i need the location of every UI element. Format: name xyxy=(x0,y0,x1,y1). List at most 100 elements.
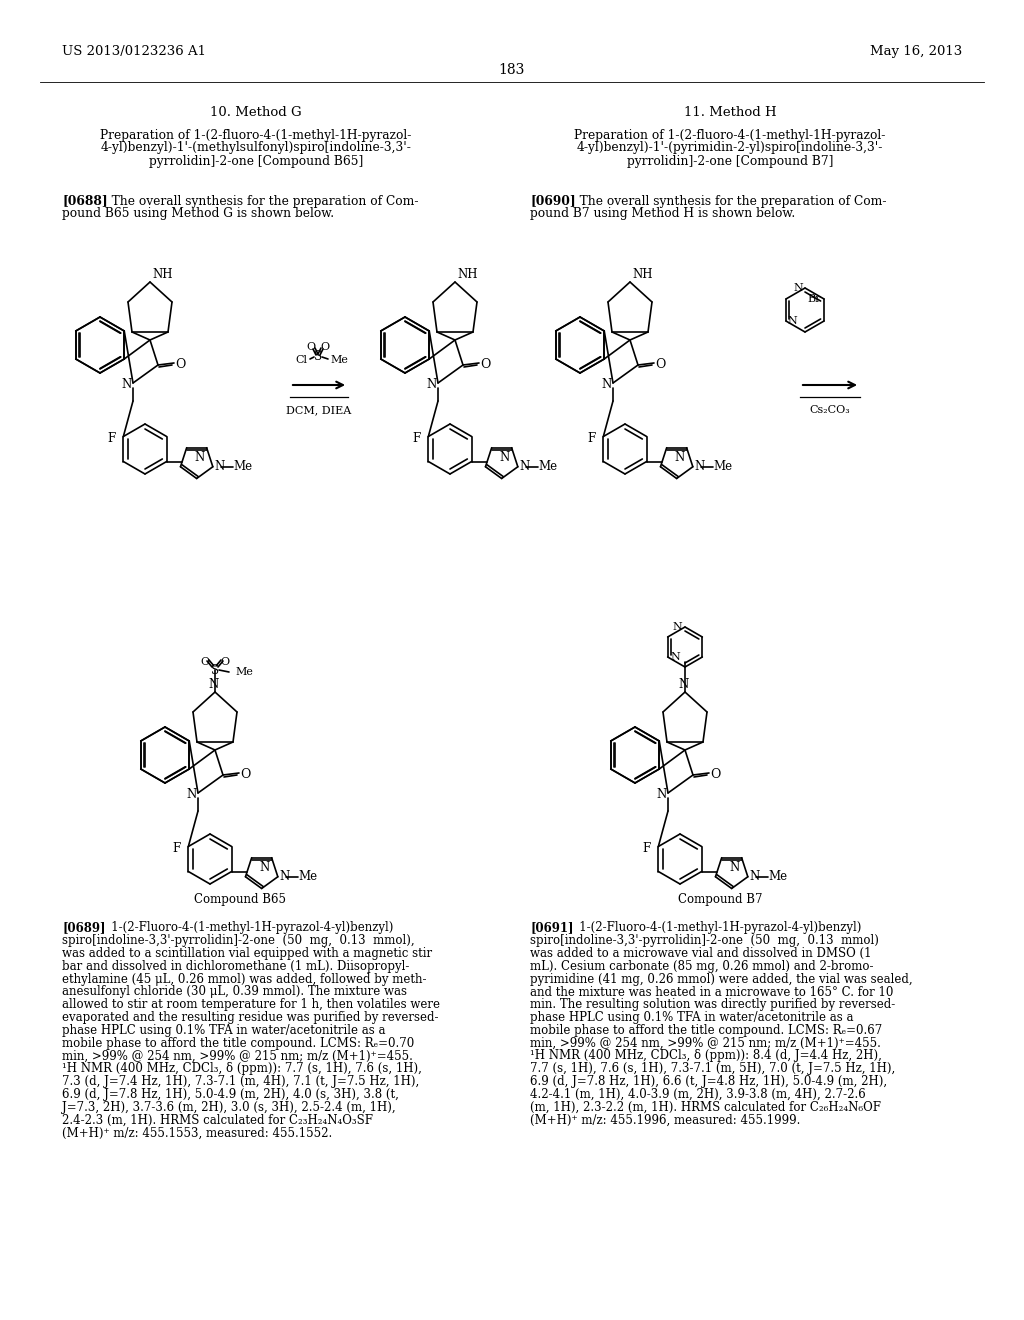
Text: N: N xyxy=(729,861,739,874)
Text: N: N xyxy=(520,461,530,474)
Text: spiro[indoline-3,3'-pyrrolidin]-2-one  (50  mg,  0.13  mmol): spiro[indoline-3,3'-pyrrolidin]-2-one (5… xyxy=(530,935,879,948)
Text: N: N xyxy=(675,450,685,463)
Text: bar and dissolved in dichloromethane (1 mL). Diisopropyl-: bar and dissolved in dichloromethane (1 … xyxy=(62,960,410,973)
Text: N: N xyxy=(672,622,682,632)
Text: NH: NH xyxy=(457,268,477,281)
Text: (M+H)⁺ m/z: 455.1996, measured: 455.1999.: (M+H)⁺ m/z: 455.1996, measured: 455.1999… xyxy=(530,1114,801,1126)
Text: DCM, DIEA: DCM, DIEA xyxy=(287,405,351,414)
Text: S: S xyxy=(211,664,219,676)
Text: Cl: Cl xyxy=(295,355,307,366)
Text: 6.9 (d, J=7.8 Hz, 1H), 5.0-4.9 (m, 2H), 4.0 (s, 3H), 3.8 (t,: 6.9 (d, J=7.8 Hz, 1H), 5.0-4.9 (m, 2H), … xyxy=(62,1088,399,1101)
Text: ¹H NMR (400 MHz, CDCl₃, δ (ppm)): 8.4 (d, J=4.4 Hz, 2H),: ¹H NMR (400 MHz, CDCl₃, δ (ppm)): 8.4 (d… xyxy=(530,1049,882,1063)
Text: O: O xyxy=(321,342,330,352)
Text: Cs₂CO₃: Cs₂CO₃ xyxy=(810,405,850,414)
Text: O: O xyxy=(306,342,315,352)
Text: spiro[indoline-3,3'-pyrrolidin]-2-one  (50  mg,  0.13  mmol),: spiro[indoline-3,3'-pyrrolidin]-2-one (5… xyxy=(62,935,415,948)
Text: was added to a microwave vial and dissolved in DMSO (1: was added to a microwave vial and dissol… xyxy=(530,948,871,960)
Text: 4-yl)benzyl)-1'-(methylsulfonyl)spiro[indoline-3,3'-: 4-yl)benzyl)-1'-(methylsulfonyl)spiro[in… xyxy=(100,141,412,154)
Text: N: N xyxy=(122,379,132,392)
Text: S: S xyxy=(314,351,323,363)
Text: phase HPLC using 0.1% TFA in water/acetonitrile as a: phase HPLC using 0.1% TFA in water/aceto… xyxy=(530,1011,853,1024)
Text: O: O xyxy=(220,657,229,667)
Text: N: N xyxy=(656,788,667,801)
Text: O: O xyxy=(710,768,720,781)
Text: phase HPLC using 0.1% TFA in water/acetonitrile as a: phase HPLC using 0.1% TFA in water/aceto… xyxy=(62,1024,385,1038)
Text: Me: Me xyxy=(769,870,787,883)
Text: 7.7 (s, 1H), 7.6 (s, 1H), 7.3-7.1 (m, 5H), 7.0 (t, J=7.5 Hz, 1H),: 7.7 (s, 1H), 7.6 (s, 1H), 7.3-7.1 (m, 5H… xyxy=(530,1063,895,1076)
Text: Me: Me xyxy=(234,667,253,677)
Text: The overall synthesis for the preparation of Com-: The overall synthesis for the preparatio… xyxy=(100,194,419,207)
Text: F: F xyxy=(108,432,116,445)
Text: was added to a scintillation vial equipped with a magnetic stir: was added to a scintillation vial equipp… xyxy=(62,948,432,960)
Text: F: F xyxy=(412,432,420,445)
Text: O: O xyxy=(175,359,185,371)
Text: min, >99% @ 254 nm, >99% @ 215 nm; m/z (M+1)⁺=455.: min, >99% @ 254 nm, >99% @ 215 nm; m/z (… xyxy=(62,1049,413,1063)
Text: N: N xyxy=(427,379,437,392)
Text: min. The resulting solution was directly purified by reversed-: min. The resulting solution was directly… xyxy=(530,998,895,1011)
Text: [0691]: [0691] xyxy=(530,921,573,935)
Text: 1-(2-Fluoro-4-(1-methyl-1H-pyrazol-4-yl)benzyl): 1-(2-Fluoro-4-(1-methyl-1H-pyrazol-4-yl)… xyxy=(100,921,393,935)
Text: N: N xyxy=(695,461,706,474)
Text: N: N xyxy=(794,282,803,293)
Text: 4-yl)benzyl)-1'-(pyrimidin-2-yl)spiro[indoline-3,3'-: 4-yl)benzyl)-1'-(pyrimidin-2-yl)spiro[in… xyxy=(577,141,883,154)
Text: N: N xyxy=(500,450,510,463)
Text: 2.4-2.3 (m, 1H). HRMS calculated for C₂₃H₂₄N₄O₃SF: 2.4-2.3 (m, 1H). HRMS calculated for C₂₃… xyxy=(62,1114,373,1126)
Text: Me: Me xyxy=(233,461,253,474)
Text: O: O xyxy=(240,768,251,781)
Text: pound B7 using Method H is shown below.: pound B7 using Method H is shown below. xyxy=(530,207,796,220)
Text: O: O xyxy=(480,359,490,371)
Text: N: N xyxy=(671,652,680,663)
Text: (M+H)⁺ m/z: 455.1553, measured: 455.1552.: (M+H)⁺ m/z: 455.1553, measured: 455.1552… xyxy=(62,1126,332,1139)
Text: N: N xyxy=(195,450,205,463)
Text: [0688]: [0688] xyxy=(62,194,108,207)
Text: N: N xyxy=(259,861,269,874)
Text: Me: Me xyxy=(330,355,348,366)
Text: pound B65 using Method G is shown below.: pound B65 using Method G is shown below. xyxy=(62,207,334,220)
Text: May 16, 2013: May 16, 2013 xyxy=(869,45,962,58)
Text: N: N xyxy=(280,870,290,883)
Text: 7.3 (d, J=7.4 Hz, 1H), 7.3-7.1 (m, 4H), 7.1 (t, J=7.5 Hz, 1H),: 7.3 (d, J=7.4 Hz, 1H), 7.3-7.1 (m, 4H), … xyxy=(62,1074,419,1088)
Text: O: O xyxy=(655,359,666,371)
Text: The overall synthesis for the preparation of Com-: The overall synthesis for the preparatio… xyxy=(568,194,887,207)
Text: min, >99% @ 254 nm, >99% @ 215 nm; m/z (M+1)⁺=455.: min, >99% @ 254 nm, >99% @ 215 nm; m/z (… xyxy=(530,1036,881,1049)
Text: and the mixture was heated in a microwave to 165° C. for 10: and the mixture was heated in a microwav… xyxy=(530,986,893,998)
Text: N: N xyxy=(787,315,798,326)
Text: allowed to stir at room temperature for 1 h, then volatiles were: allowed to stir at room temperature for … xyxy=(62,998,440,1011)
Text: anesulfonyl chloride (30 μL, 0.39 mmol). The mixture was: anesulfonyl chloride (30 μL, 0.39 mmol).… xyxy=(62,986,407,998)
Text: F: F xyxy=(587,432,595,445)
Text: N: N xyxy=(602,379,612,392)
Text: (m, 1H), 2.3-2.2 (m, 1H). HRMS calculated for C₂₆H₂₄N₆OF: (m, 1H), 2.3-2.2 (m, 1H). HRMS calculate… xyxy=(530,1101,881,1114)
Text: Preparation of 1-(2-fluoro-4-(1-methyl-1H-pyrazol-: Preparation of 1-(2-fluoro-4-(1-methyl-1… xyxy=(574,128,886,141)
Text: [0689]: [0689] xyxy=(62,921,105,935)
Text: pyrrolidin]-2-one [Compound B7]: pyrrolidin]-2-one [Compound B7] xyxy=(627,154,834,168)
Text: [0690]: [0690] xyxy=(530,194,575,207)
Text: 6.9 (d, J=7.8 Hz, 1H), 6.6 (t, J=4.8 Hz, 1H), 5.0-4.9 (m, 2H),: 6.9 (d, J=7.8 Hz, 1H), 6.6 (t, J=4.8 Hz,… xyxy=(530,1074,887,1088)
Text: Me: Me xyxy=(714,461,733,474)
Text: mobile phase to afford the title compound. LCMS: Rₑ=0.67: mobile phase to afford the title compoun… xyxy=(530,1024,883,1038)
Text: Compound B65: Compound B65 xyxy=(194,894,286,907)
Text: 11. Method H: 11. Method H xyxy=(684,106,776,119)
Text: 10. Method G: 10. Method G xyxy=(210,106,302,119)
Text: mobile phase to afford the title compound. LCMS: Rₑ=0.70: mobile phase to afford the title compoun… xyxy=(62,1036,415,1049)
Text: F: F xyxy=(172,842,180,855)
Text: 4.2-4.1 (m, 1H), 4.0-3.9 (m, 2H), 3.9-3.8 (m, 4H), 2.7-2.6: 4.2-4.1 (m, 1H), 4.0-3.9 (m, 2H), 3.9-3.… xyxy=(530,1088,865,1101)
Text: F: F xyxy=(642,842,650,855)
Text: N: N xyxy=(679,677,689,690)
Text: Me: Me xyxy=(539,461,558,474)
Text: 1-(2-Fluoro-4-(1-methyl-1H-pyrazol-4-yl)benzyl): 1-(2-Fluoro-4-(1-methyl-1H-pyrazol-4-yl)… xyxy=(568,921,861,935)
Text: evaporated and the resulting residue was purified by reversed-: evaporated and the resulting residue was… xyxy=(62,1011,438,1024)
Text: Br: Br xyxy=(808,294,821,304)
Text: Compound B7: Compound B7 xyxy=(678,894,762,907)
Text: O: O xyxy=(201,657,210,667)
Text: mL). Cesium carbonate (85 mg, 0.26 mmol) and 2-bromo-: mL). Cesium carbonate (85 mg, 0.26 mmol)… xyxy=(530,960,873,973)
Text: Preparation of 1-(2-fluoro-4-(1-methyl-1H-pyrazol-: Preparation of 1-(2-fluoro-4-(1-methyl-1… xyxy=(100,128,412,141)
Text: J=7.3, 2H), 3.7-3.6 (m, 2H), 3.0 (s, 3H), 2.5-2.4 (m, 1H),: J=7.3, 2H), 3.7-3.6 (m, 2H), 3.0 (s, 3H)… xyxy=(62,1101,395,1114)
Text: US 2013/0123236 A1: US 2013/0123236 A1 xyxy=(62,45,206,58)
Text: NH: NH xyxy=(152,268,172,281)
Text: N: N xyxy=(186,788,197,801)
Text: N: N xyxy=(750,870,760,883)
Text: ethylamine (45 μL, 0.26 mmol) was added, followed by meth-: ethylamine (45 μL, 0.26 mmol) was added,… xyxy=(62,973,427,986)
Text: NH: NH xyxy=(632,268,652,281)
Text: N: N xyxy=(215,461,225,474)
Text: 183: 183 xyxy=(499,63,525,77)
